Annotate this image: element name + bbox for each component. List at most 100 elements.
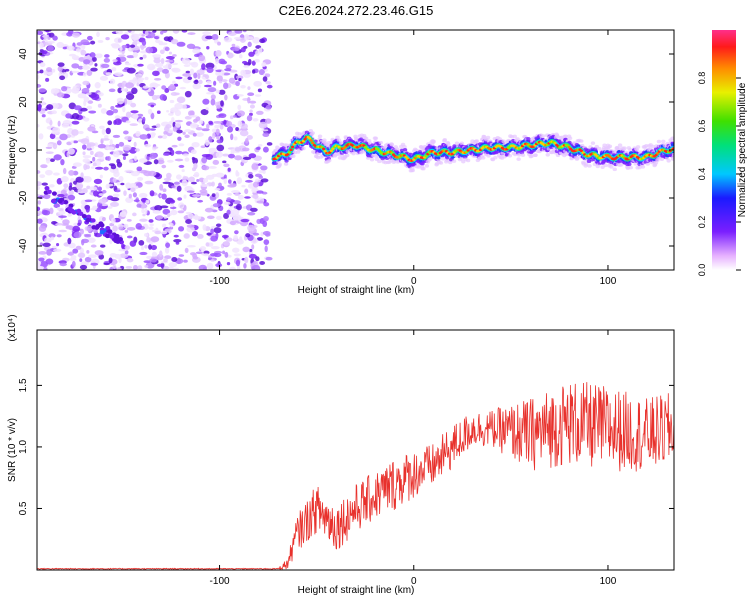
heatmap-cell bbox=[161, 85, 167, 90]
heatmap-cell bbox=[248, 253, 257, 259]
heatmap-cell bbox=[184, 134, 190, 139]
heatmap-cell bbox=[94, 166, 104, 170]
heatmap-cell bbox=[215, 172, 225, 178]
heatmap-cell bbox=[111, 43, 121, 49]
heatmap-cell bbox=[73, 222, 79, 227]
heatmap-cell bbox=[211, 193, 216, 198]
heatmap-cell bbox=[107, 229, 113, 234]
heatmap-cell bbox=[424, 164, 430, 168]
heatmap-cell bbox=[258, 47, 263, 54]
heatmap-cell bbox=[39, 174, 46, 179]
heatmap-cell bbox=[190, 149, 197, 155]
heatmap-cell bbox=[123, 223, 129, 228]
heatmap-cell bbox=[174, 122, 181, 128]
heatmap-cell bbox=[37, 123, 40, 128]
spectrogram-xlabel: Height of straight line (km) bbox=[298, 285, 415, 296]
heatmap-cell bbox=[219, 124, 224, 130]
heatmap-cell bbox=[244, 34, 250, 41]
heatmap-cell bbox=[98, 198, 107, 204]
heatmap-cell bbox=[114, 72, 123, 77]
heatmap-cell bbox=[112, 193, 120, 198]
heatmap-cell bbox=[163, 36, 171, 42]
heatmap-cell bbox=[175, 76, 183, 80]
heatmap-cell bbox=[486, 154, 491, 158]
heatmap-cell bbox=[198, 54, 206, 62]
heatmap-cell bbox=[61, 85, 68, 92]
heatmap-cell bbox=[82, 80, 90, 86]
heatmap-cell bbox=[108, 88, 116, 93]
heatmap-cell bbox=[421, 166, 426, 171]
heatmap-cell bbox=[155, 123, 161, 128]
heatmap-cell bbox=[117, 87, 123, 94]
heatmap-cell bbox=[59, 262, 67, 267]
heatmap-cell bbox=[94, 63, 98, 67]
heatmap-cell bbox=[39, 42, 44, 49]
heatmap-cell bbox=[197, 79, 203, 85]
heatmap-cell bbox=[104, 134, 109, 139]
heatmap-cell bbox=[241, 184, 246, 188]
heatmap-cell bbox=[132, 77, 138, 84]
heatmap-cell bbox=[178, 254, 185, 257]
heatmap-cell bbox=[45, 258, 54, 265]
heatmap-cell bbox=[112, 59, 118, 63]
heatmap-cell bbox=[193, 171, 200, 178]
heatmap-cell bbox=[64, 68, 70, 72]
heatmap-cell bbox=[90, 67, 98, 72]
heatmap-cell bbox=[119, 253, 129, 259]
heatmap-cell bbox=[145, 127, 151, 132]
heatmap-cell bbox=[206, 80, 213, 84]
heatmap-cell bbox=[256, 110, 264, 115]
heatmap-cell bbox=[80, 138, 90, 145]
heatmap-cell bbox=[43, 30, 52, 33]
heatmap-cell bbox=[228, 153, 236, 159]
heatmap-cell bbox=[129, 123, 138, 126]
heatmap-cell bbox=[173, 181, 181, 185]
heatmap-cell bbox=[45, 146, 53, 150]
heatmap-cell bbox=[38, 257, 45, 262]
heatmap-cell bbox=[474, 139, 480, 143]
heatmap-cell bbox=[79, 247, 84, 255]
heatmap-cell bbox=[171, 256, 178, 262]
heatmap-cell bbox=[243, 64, 250, 68]
heatmap-cell bbox=[174, 158, 184, 162]
heatmap-cell bbox=[526, 136, 531, 141]
heatmap-cell bbox=[134, 185, 139, 190]
heatmap-cell bbox=[126, 99, 133, 105]
heatmap-cell bbox=[163, 177, 172, 182]
heatmap-cell bbox=[53, 248, 62, 253]
heatmap-cell bbox=[111, 217, 116, 225]
heatmap-cell bbox=[149, 223, 154, 227]
heatmap-cell bbox=[389, 142, 395, 147]
heatmap-cell bbox=[218, 113, 224, 117]
heatmap-cell bbox=[164, 87, 170, 94]
heatmap-cell bbox=[195, 132, 204, 137]
heatmap-cell bbox=[163, 215, 168, 219]
heatmap-cell bbox=[109, 139, 113, 146]
heatmap-cell bbox=[235, 203, 242, 211]
heatmap-cell bbox=[154, 230, 162, 235]
heatmap-cell bbox=[136, 166, 143, 172]
heatmap-cell bbox=[57, 198, 63, 204]
heatmap-cell bbox=[73, 231, 82, 239]
heatmap-cell bbox=[126, 226, 136, 231]
heatmap-cell bbox=[163, 131, 168, 135]
heatmap-cell bbox=[58, 215, 67, 219]
heatmap-cell bbox=[110, 164, 117, 170]
heatmap-cell bbox=[211, 34, 219, 41]
heatmap-cell bbox=[147, 102, 157, 107]
heatmap-cell bbox=[202, 224, 207, 231]
heatmap-cell bbox=[125, 82, 134, 89]
heatmap-cell bbox=[218, 89, 226, 95]
heatmap-cell bbox=[116, 182, 121, 186]
heatmap-cell bbox=[71, 210, 77, 215]
heatmap-cell bbox=[187, 244, 196, 248]
heatmap-cell bbox=[86, 105, 93, 110]
heatmap-cell bbox=[177, 197, 183, 201]
heatmap-cell bbox=[192, 194, 201, 197]
heatmap-cell bbox=[254, 58, 260, 63]
heatmap-cell bbox=[252, 181, 260, 188]
heatmap-cell bbox=[63, 199, 69, 205]
heatmap-cell bbox=[142, 85, 149, 89]
heatmap-cell bbox=[173, 234, 179, 238]
heatmap-cell bbox=[175, 241, 180, 245]
